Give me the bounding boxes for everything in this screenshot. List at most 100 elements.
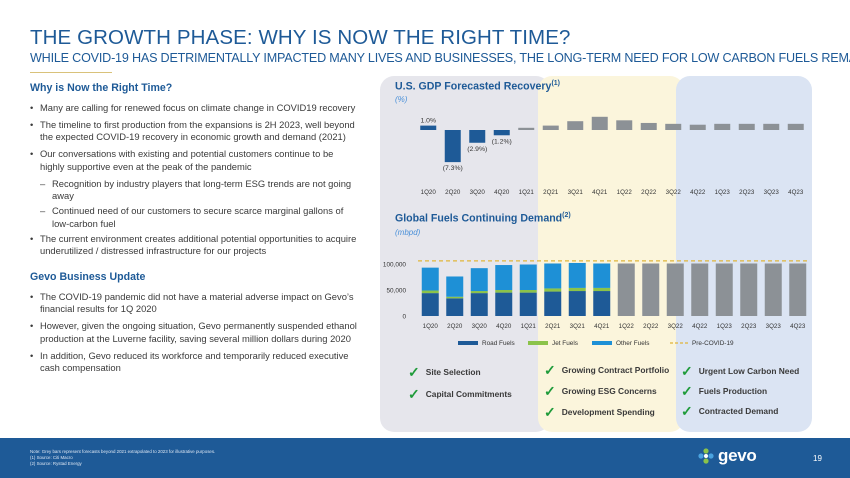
fuels-y-tick-label: 100,000 bbox=[383, 262, 407, 269]
jet-fuels-bar bbox=[470, 291, 488, 294]
gdp-x-tick-label: 1Q20 bbox=[421, 189, 437, 196]
gdp-x-tick-label: 3Q20 bbox=[470, 189, 486, 196]
gdp-bar bbox=[714, 123, 731, 130]
gdp-bar bbox=[616, 120, 633, 130]
check-development-spending: ✓ Development Spending bbox=[544, 404, 655, 420]
checkmark-icon: ✓ bbox=[408, 386, 420, 402]
extrapolated-fuels-bar bbox=[715, 263, 733, 316]
gdp-x-tick-label: 3Q22 bbox=[666, 189, 682, 196]
footer-note: Note: Grey bars represent forecasts beyo… bbox=[30, 449, 216, 454]
legend-road-fuels-swatch bbox=[458, 341, 478, 345]
checkmark-icon: ✓ bbox=[408, 364, 420, 380]
other-fuels-bar bbox=[593, 263, 611, 288]
gdp-x-tick-label: 1Q21 bbox=[519, 189, 535, 196]
gdp-x-tick-label: 2Q22 bbox=[641, 189, 657, 196]
extrapolated-fuels-bar bbox=[666, 263, 684, 316]
fuels-x-tick-label: 2Q23 bbox=[741, 323, 757, 330]
gdp-chart: 1Q20 1.0% 2Q20 (7.3%) 3Q20 (2.9%) 4Q20 (1.2%) 1Q… bbox=[420, 116, 804, 196]
jet-fuels-bar bbox=[568, 287, 586, 292]
gdp-x-tick-label: 2Q23 bbox=[739, 189, 755, 196]
gdp-bar bbox=[763, 123, 780, 130]
sub-list-item: Continued need of our customers to secur… bbox=[30, 205, 360, 229]
gevo-logo-icon bbox=[698, 448, 714, 464]
fuels-x-tick-label: 3Q22 bbox=[668, 323, 684, 330]
business-update-list: The COVID-19 pandemic did not have a mat… bbox=[30, 291, 360, 374]
jet-fuels-bar bbox=[519, 290, 537, 293]
extrapolated-fuels-bar bbox=[691, 263, 709, 316]
gdp-bar bbox=[567, 121, 584, 130]
other-fuels-bar bbox=[568, 262, 586, 288]
gdp-bar bbox=[689, 124, 706, 130]
legend-other-fuels-swatch bbox=[592, 341, 612, 345]
check-growing-esg-concerns: ✓ Growing ESG Concerns bbox=[544, 383, 657, 399]
road-fuels-bar bbox=[568, 291, 586, 316]
road-fuels-bar bbox=[446, 298, 464, 316]
gdp-x-tick-label: 3Q21 bbox=[568, 189, 584, 196]
list-item: Our conversations with existing and pote… bbox=[30, 148, 360, 172]
phase-panel-future bbox=[676, 76, 812, 432]
fuels-x-tick-label: 1Q23 bbox=[717, 323, 733, 330]
jet-fuels-bar bbox=[593, 287, 611, 292]
gdp-x-tick-label: 3Q23 bbox=[764, 189, 780, 196]
checkmark-icon: ✓ bbox=[681, 403, 693, 419]
extrapolated-fuels-bar bbox=[740, 263, 758, 316]
list-item: In addition, Gevo reduced its workforce … bbox=[30, 350, 360, 374]
fuels-x-tick-label: 2Q22 bbox=[643, 323, 659, 330]
phase-panel-now bbox=[380, 76, 550, 432]
slide-title: THE GROWTH PHASE: WHY IS NOW THE RIGHT T… bbox=[30, 26, 571, 49]
slide-subtitle: WHILE COVID-19 HAS DETRIMENTALLY IMPACTE… bbox=[30, 51, 850, 65]
check-fuels-production: ✓ Fuels Production bbox=[681, 383, 768, 399]
gdp-x-tick-label: 4Q22 bbox=[690, 189, 706, 196]
check-growing-contract-portfolio: ✓ Growing Contract Portfolio bbox=[544, 362, 670, 378]
extrapolated-fuels-bar bbox=[642, 263, 660, 316]
other-fuels-bar bbox=[421, 267, 439, 291]
gdp-x-tick-label: 4Q21 bbox=[592, 189, 608, 196]
other-fuels-bar bbox=[544, 263, 562, 289]
gdp-data-label: 1.0% bbox=[421, 118, 437, 125]
fuels-chart: 100,000 50,000 0 1Q20 2Q20 3Q20 4Q20 1Q21 2Q21 3Q… bbox=[383, 260, 810, 347]
check-capital-commitments: ✓ Capital Commitments bbox=[408, 386, 512, 402]
fuels-x-tick-label: 4Q20 bbox=[496, 323, 512, 330]
legend-other-fuels: Other Fuels bbox=[616, 340, 649, 347]
gdp-bar bbox=[591, 116, 608, 130]
gdp-bar bbox=[738, 123, 755, 130]
jet-fuels-bar bbox=[421, 290, 439, 294]
why-now-list: Many are calling for renewed focus on cl… bbox=[30, 102, 360, 257]
section-heading-why-now: Why is Now the Right Time? bbox=[30, 82, 173, 94]
jet-fuels-bar bbox=[495, 290, 513, 293]
gdp-chart-title: U.S. GDP Forecasted Recovery(1) bbox=[395, 80, 560, 93]
list-item: The timeline to first production from th… bbox=[30, 119, 360, 143]
page-number: 19 bbox=[813, 454, 822, 463]
fuels-chart-title: Global Fuels Continuing Demand(2) bbox=[395, 212, 571, 225]
other-fuels-bar bbox=[519, 264, 537, 290]
checkmark-icon: ✓ bbox=[681, 363, 693, 379]
checkmark-icon: ✓ bbox=[544, 404, 556, 420]
section-heading-business-update: Gevo Business Update bbox=[30, 271, 146, 284]
fuels-x-tick-label: 2Q21 bbox=[545, 323, 561, 330]
legend-pre-covid: Pre-COVID-19 bbox=[692, 340, 734, 347]
other-fuels-bar bbox=[446, 276, 464, 297]
jet-fuels-bar bbox=[544, 288, 562, 292]
fuels-x-tick-label: 2Q20 bbox=[447, 323, 463, 330]
legend-jet-fuels-swatch bbox=[528, 341, 548, 345]
legend-jet-fuels: Jet Fuels bbox=[552, 340, 578, 347]
footer-source-2: (2) Source: Rystad Energy bbox=[30, 461, 82, 466]
gdp-chart-unit: (%) bbox=[395, 95, 408, 104]
phase-panel-growth bbox=[538, 76, 684, 432]
other-fuels-bar bbox=[470, 268, 488, 292]
road-fuels-bar bbox=[544, 291, 562, 316]
gdp-data-label: (1.2%) bbox=[492, 138, 512, 145]
fuels-x-tick-label: 4Q21 bbox=[594, 323, 610, 330]
gevo-logo: gevo bbox=[697, 446, 757, 466]
sub-list-item: Recognition by industry players that lon… bbox=[30, 178, 360, 202]
fuels-x-tick-label: 1Q21 bbox=[521, 323, 537, 330]
gdp-data-label: (2.9%) bbox=[467, 146, 487, 153]
check-contracted-demand: ✓ Contracted Demand bbox=[681, 403, 779, 419]
fuels-x-tick-label: 3Q23 bbox=[766, 323, 782, 330]
fuels-x-tick-label: 1Q22 bbox=[619, 323, 635, 330]
footer-bar bbox=[0, 438, 850, 478]
gdp-bar bbox=[444, 130, 461, 163]
extrapolated-fuels-bar bbox=[789, 263, 807, 316]
checkmark-icon: ✓ bbox=[681, 383, 693, 399]
list-item: The current environment creates addition… bbox=[30, 233, 360, 257]
